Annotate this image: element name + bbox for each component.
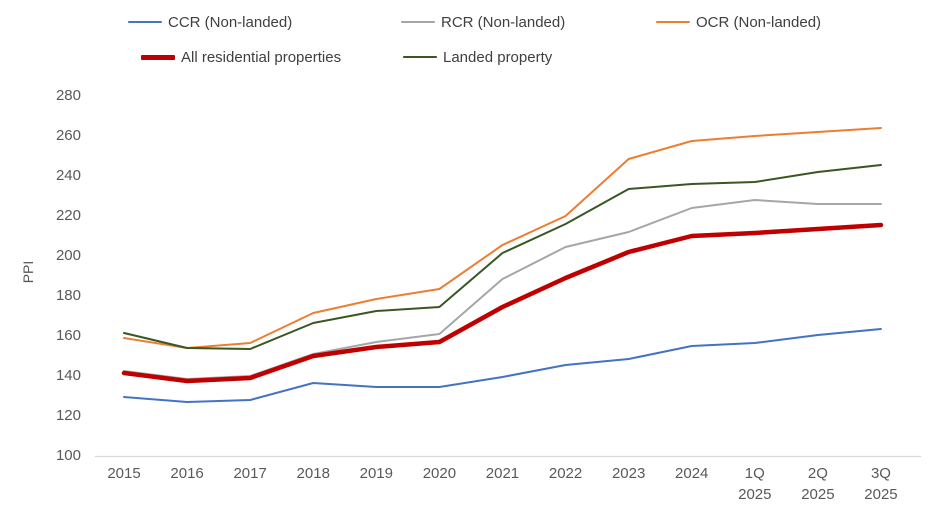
legend-item-rcr-non-landed: RCR (Non-landed) [401,12,565,32]
legend-item-ccr-non-landed: CCR (Non-landed) [128,12,292,32]
y-tick-260: 260 [56,127,81,144]
x-tick-2020: 2020 [423,465,456,482]
y-tick-280: 280 [56,87,81,104]
y-tick-120: 120 [56,407,81,424]
x-tick-2023: 2023 [612,465,645,482]
legend-item-landed-property: Landed property [403,47,552,67]
x-tick-2016: 2016 [170,465,203,482]
series-line-ccr-non-landed [123,328,882,403]
series-line-landed-property [123,164,882,350]
legend-line-swatch [403,55,437,59]
x-tick-1Q-2025: 2025 [738,486,771,503]
y-tick-180: 180 [56,287,81,304]
x-tick-2017: 2017 [233,465,266,482]
x-tick-2Q-2025: 2025 [801,486,834,503]
x-tick-3Q-2025: 3Q [871,465,891,482]
y-tick-100: 100 [56,447,81,464]
series-lines [121,127,884,403]
series-line-all-residential-properties [121,222,884,384]
y-tick-200: 200 [56,247,81,264]
series-line-rcr-non-landed [123,199,882,380]
chart-legend: CCR (Non-landed) RCR (Non-landed) OCR (Non… [0,0,928,80]
legend-line-swatch [656,20,690,24]
x-tick-2021: 2021 [486,465,519,482]
x-tick-2Q-2025: 2Q [808,465,828,482]
legend-line-swatch [401,20,435,24]
series-line-ocr-non-landed [123,127,882,349]
legend-label: Landed property [443,48,553,66]
y-axis-tick-labels: 100 120 140 160 180 200 220 240 260 280 [56,87,81,464]
x-tick-1Q-2025: 1Q [745,465,765,482]
legend-item-ocr-non-landed: OCR (Non-landed) [656,12,821,32]
y-tick-160: 160 [56,327,81,344]
y-tick-220: 220 [56,207,81,224]
legend-line-swatch [128,20,162,24]
y-axis-title: PPI [20,261,36,284]
y-tick-240: 240 [56,167,81,184]
legend-label: RCR (Non-landed) [441,13,566,31]
x-axis-tick-labels: 2015 2016 2017 2018 2019 2020 2021 2022 2023 2024… [107,465,897,503]
x-tick-2022: 2022 [549,465,582,482]
legend-item-all-residential-properties: All residential properties [141,47,341,67]
legend-label: CCR (Non-landed) [168,13,293,31]
y-tick-140: 140 [56,367,81,384]
x-tick-2018: 2018 [297,465,330,482]
x-tick-2019: 2019 [360,465,393,482]
legend-line-swatch [141,54,175,60]
x-tick-2015: 2015 [107,465,140,482]
legend-label: All residential properties [181,48,342,66]
x-tick-3Q-2025: 2025 [864,486,897,503]
x-tick-2024: 2024 [675,465,708,482]
legend-label: OCR (Non-landed) [696,13,822,31]
